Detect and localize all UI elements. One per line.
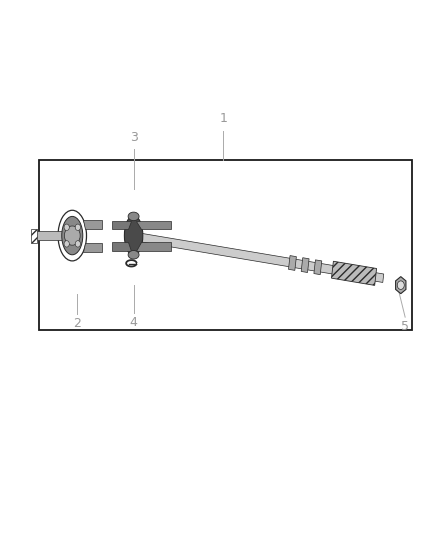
Polygon shape [289, 256, 297, 270]
Ellipse shape [124, 215, 143, 255]
Polygon shape [112, 221, 131, 229]
Polygon shape [112, 242, 131, 251]
Ellipse shape [128, 212, 139, 221]
Polygon shape [83, 220, 102, 229]
Text: 3: 3 [130, 131, 138, 144]
Circle shape [75, 224, 81, 230]
Ellipse shape [62, 216, 83, 255]
Circle shape [64, 241, 69, 247]
Bar [35, 231, 64, 240]
Polygon shape [136, 221, 171, 229]
Text: 4: 4 [130, 316, 138, 329]
Ellipse shape [128, 251, 139, 259]
Circle shape [397, 281, 404, 289]
Text: 5: 5 [401, 320, 409, 333]
Circle shape [75, 241, 81, 247]
Polygon shape [301, 258, 309, 272]
Circle shape [64, 226, 80, 245]
Bar [31, 229, 37, 243]
Polygon shape [314, 260, 322, 274]
Text: 1: 1 [219, 112, 227, 125]
Text: 2: 2 [73, 317, 81, 330]
Polygon shape [83, 243, 102, 252]
Polygon shape [332, 261, 377, 285]
Polygon shape [129, 231, 384, 282]
Polygon shape [396, 277, 406, 294]
Polygon shape [136, 242, 171, 251]
Circle shape [64, 224, 69, 230]
Polygon shape [128, 228, 140, 245]
Bar [39, 160, 412, 330]
